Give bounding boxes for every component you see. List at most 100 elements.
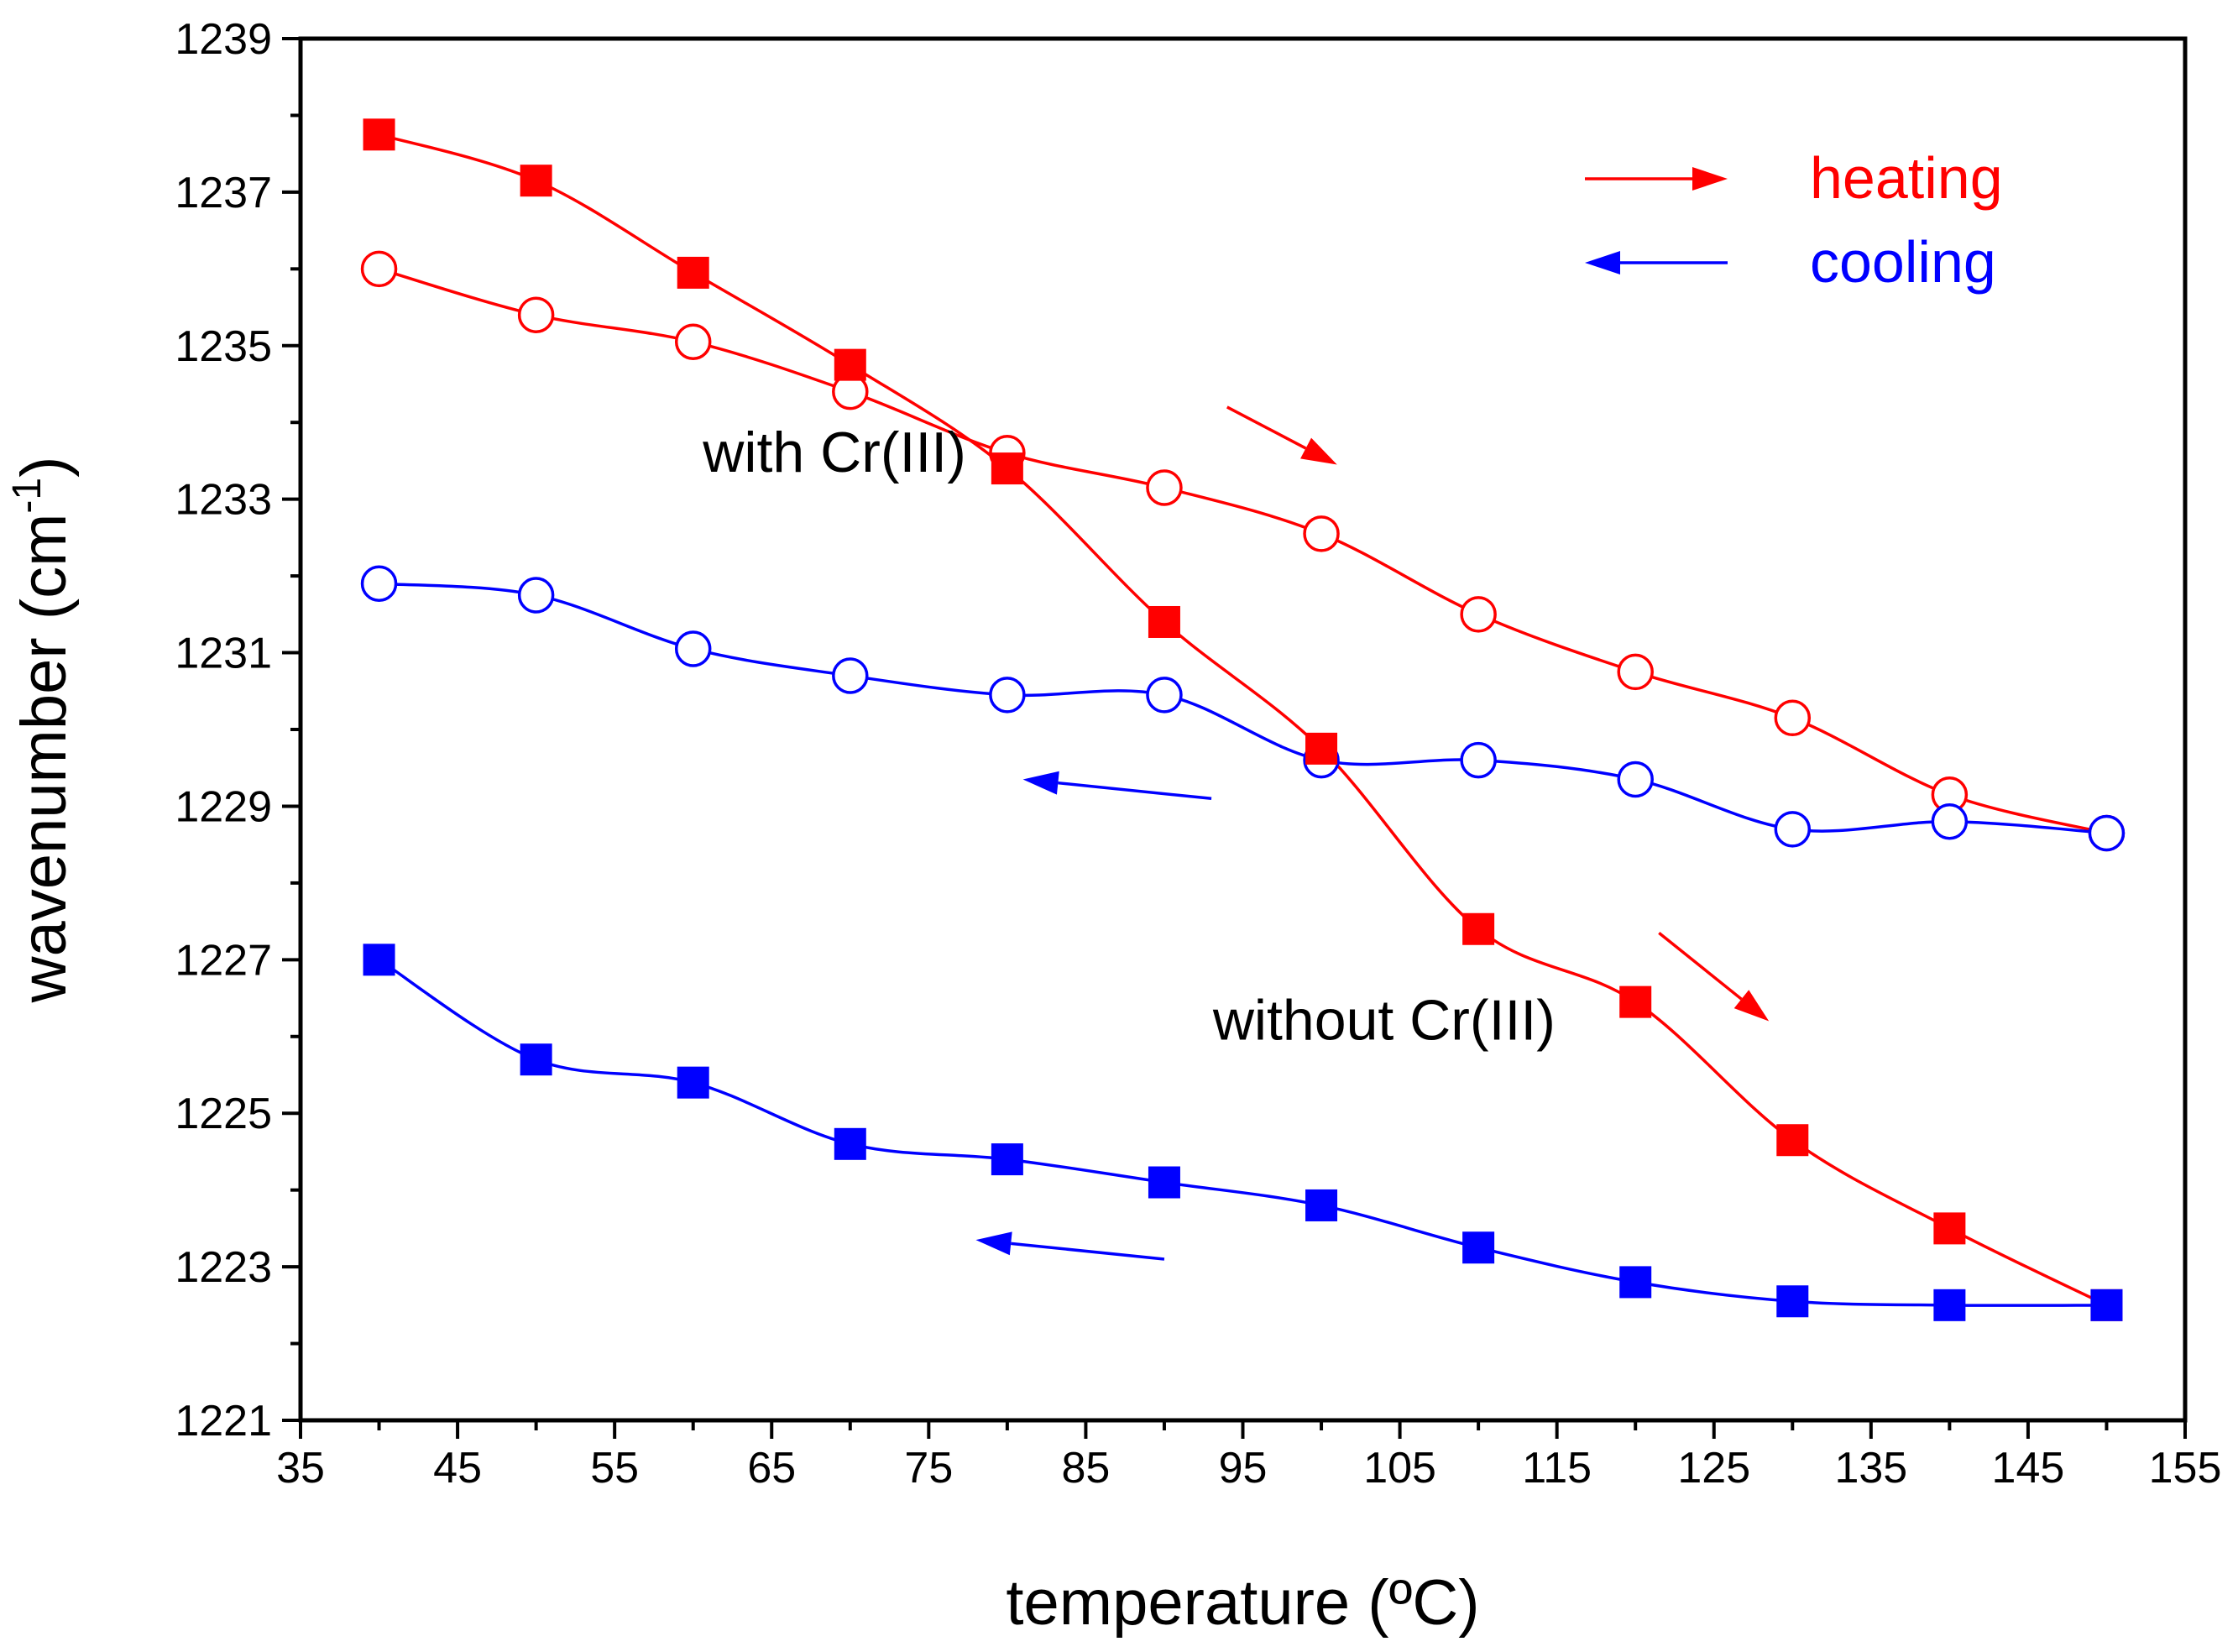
arrow-head: [1733, 990, 1770, 1022]
series-line-2: [379, 133, 2108, 1307]
legend-arrow-shape: [1585, 167, 1728, 191]
y-tick-label: 1235: [175, 322, 272, 371]
data-point-square: [991, 1143, 1023, 1176]
data-point-circle: [360, 250, 398, 288]
data-point-square: [677, 1066, 709, 1099]
annotation-without-cr: without Cr(III): [1212, 988, 1556, 1052]
x-tick-label: 35: [276, 1444, 325, 1493]
arrow-head: [1022, 771, 1059, 795]
data-point-square: [677, 256, 709, 289]
data-point-circle: [517, 577, 555, 614]
data-point-square: [1148, 1166, 1180, 1199]
series-line-1: [379, 582, 2107, 835]
data-point-circle: [1460, 741, 1497, 779]
y-axis-title-close: ): [8, 457, 80, 478]
data-point-square: [1933, 1212, 1966, 1245]
data-point-square: [1462, 1231, 1495, 1264]
annotation-with-cr: with Cr(III): [702, 421, 966, 484]
data-point-square: [1619, 985, 1652, 1018]
direction-arrow-icon-1: [1022, 771, 1212, 801]
series-markers: [360, 118, 2126, 1321]
data-point-circle: [1774, 699, 1812, 737]
legend-heating-label: heating: [1810, 145, 2003, 211]
data-point-square: [1305, 1189, 1338, 1221]
y-tick-label: 1227: [175, 936, 272, 985]
data-point-circle: [360, 565, 398, 603]
data-point-square: [834, 1127, 866, 1160]
x-tick-label: 95: [1219, 1444, 1268, 1493]
data-point-circle: [1146, 677, 1183, 714]
y-tick-label: 1233: [175, 476, 272, 525]
arrow-shaft: [1226, 405, 1307, 450]
x-tick-label: 105: [1363, 1444, 1436, 1493]
arrow-head: [1300, 437, 1337, 465]
data-point-circle: [1931, 802, 1969, 840]
arrow-head: [1692, 167, 1728, 191]
data-point-square: [1148, 605, 1180, 638]
data-point-square: [1619, 1266, 1652, 1299]
arrow-shaft: [1058, 781, 1212, 801]
data-point-square: [1305, 732, 1338, 765]
y-tick-label: 1239: [175, 15, 272, 64]
data-point-square: [991, 452, 1023, 485]
x-tick-label: 155: [2149, 1444, 2222, 1493]
data-point-circle: [1617, 653, 1654, 691]
data-point-circle: [1460, 596, 1497, 633]
legend-heating-arrow-icon: [1585, 167, 1728, 191]
data-point-circle: [674, 630, 712, 667]
y-axis-title-main: wavenumber (cm: [8, 514, 80, 1004]
x-tick-label: 85: [1061, 1444, 1110, 1493]
series-line-0: [379, 267, 2107, 835]
legend: heating cooling: [1585, 145, 2003, 295]
x-tick-label: 125: [1677, 1444, 1750, 1493]
data-point-square: [834, 348, 866, 381]
direction-arrow-icon-2: [1658, 931, 1770, 1022]
arrow-shaft: [1658, 931, 1743, 1001]
data-point-square: [363, 118, 395, 151]
data-point-square: [1462, 912, 1495, 945]
y-tick-label: 1223: [175, 1243, 272, 1292]
x-tick-label: 115: [1522, 1444, 1592, 1493]
data-point-circle: [832, 657, 869, 694]
y-tick-label: 1229: [175, 782, 272, 831]
y-tick-label: 1221: [175, 1397, 272, 1446]
arrow-head: [1585, 251, 1620, 274]
arrow-shaft: [1011, 1242, 1165, 1261]
x-tick-label: 135: [1834, 1444, 1907, 1493]
data-point-square: [520, 1043, 552, 1076]
data-point-square: [1776, 1285, 1809, 1318]
direction-arrow-icon-3: [975, 1231, 1165, 1261]
data-point-circle: [1774, 811, 1812, 848]
data-point-circle: [2088, 814, 2126, 852]
tick-labels: 35 45 55 65 75 85 95 105 115 125 135 145 155 1221 1223…: [175, 15, 2221, 1493]
data-point-circle: [1303, 515, 1340, 552]
data-point-square: [520, 165, 552, 197]
data-point-circle: [517, 296, 555, 333]
y-tick-label: 1231: [175, 630, 272, 678]
legend-arrow-shape: [1585, 251, 1728, 274]
y-tick-label: 1237: [175, 169, 272, 217]
arrow-head: [975, 1231, 1012, 1256]
data-point-square: [1933, 1289, 1966, 1321]
x-tick-label: 75: [904, 1444, 953, 1493]
x-tick-label: 45: [433, 1444, 482, 1493]
x-tick-label: 65: [747, 1444, 796, 1493]
data-point-circle: [1617, 761, 1654, 798]
x-tick-label: 55: [590, 1444, 639, 1493]
data-point-square: [2090, 1289, 2123, 1321]
direction-arrow-icon-0: [1226, 405, 1337, 465]
y-tick-label: 1225: [175, 1090, 272, 1138]
x-tick-label: 145: [1992, 1444, 2065, 1493]
data-point-circle: [674, 323, 712, 360]
x-axis-title: temperature (ºC): [1006, 1567, 1479, 1639]
series-lines: [378, 133, 2108, 1307]
legend-cooling-arrow-icon: [1585, 251, 1728, 274]
direction-arrows: [975, 405, 1770, 1261]
data-point-circle: [1146, 469, 1183, 506]
data-point-square: [1776, 1124, 1809, 1157]
legend-cooling-label: cooling: [1810, 229, 1996, 295]
plot-area-frame: [298, 36, 2188, 1423]
data-point-square: [363, 944, 395, 976]
y-axis-title-sup: -1: [5, 478, 50, 514]
